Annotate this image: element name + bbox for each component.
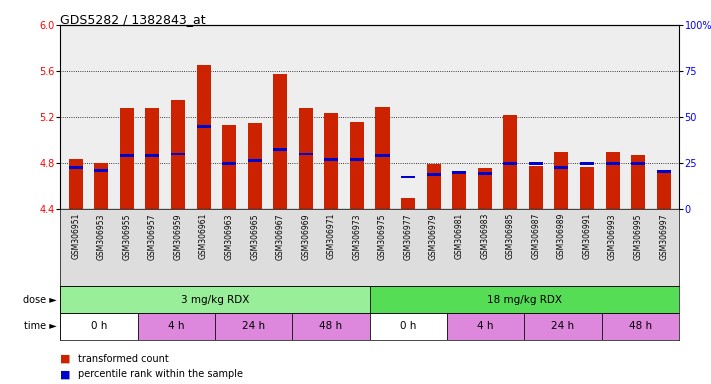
Bar [215,313,292,340]
Bar [375,154,390,157]
Text: GSM306955: GSM306955 [122,213,132,260]
Bar [171,152,185,156]
Bar [427,173,441,176]
Bar [222,125,236,209]
Bar [60,313,138,340]
Bar [95,163,108,209]
Text: 48 h: 48 h [319,321,343,331]
Bar [196,65,210,209]
Bar [370,286,679,313]
Text: 24 h: 24 h [552,321,574,331]
Bar [631,162,645,165]
Text: 0 h: 0 h [91,321,107,331]
Text: 0 h: 0 h [400,321,417,331]
Bar [478,168,492,209]
Bar [299,152,313,156]
Bar [273,74,287,209]
Text: GSM306973: GSM306973 [353,213,361,260]
Text: 4 h: 4 h [169,321,185,331]
Bar [452,174,466,209]
Bar [146,108,159,209]
Bar [69,159,82,209]
Text: GSM306969: GSM306969 [301,213,310,260]
Text: GSM306993: GSM306993 [608,213,617,260]
Bar [350,158,364,161]
Bar [146,154,159,157]
Text: GSM306965: GSM306965 [250,213,260,260]
Bar [447,313,524,340]
Bar [555,152,569,209]
Text: GSM306977: GSM306977 [404,213,412,260]
Bar [580,162,594,165]
Text: GSM306975: GSM306975 [378,213,387,260]
Text: time ►: time ► [24,321,57,331]
Bar [478,172,492,175]
Text: GSM306957: GSM306957 [148,213,157,260]
Text: GDS5282 / 1382843_at: GDS5282 / 1382843_at [60,13,206,26]
Bar [247,159,262,162]
Text: GSM306987: GSM306987 [531,213,540,260]
Text: GSM306985: GSM306985 [506,213,515,260]
Bar [555,166,569,169]
Bar [324,158,338,161]
Bar [529,166,543,209]
Bar [503,162,518,165]
Bar [171,100,185,209]
Text: GSM306971: GSM306971 [327,213,336,260]
Bar [247,123,262,209]
Text: GSM306961: GSM306961 [199,213,208,260]
Bar [370,313,447,340]
Text: percentile rank within the sample: percentile rank within the sample [78,369,243,379]
Bar [401,175,415,179]
Bar [95,169,108,172]
Bar [580,167,594,209]
Bar [120,154,134,157]
Text: 18 mg/kg RDX: 18 mg/kg RDX [487,295,562,305]
Text: GSM306981: GSM306981 [454,213,464,259]
Text: ■: ■ [60,369,71,379]
Text: GSM306997: GSM306997 [659,213,668,260]
Bar [606,152,619,209]
Text: GSM306991: GSM306991 [582,213,592,260]
Bar [631,155,645,209]
Text: GSM306983: GSM306983 [480,213,489,260]
Bar [529,162,543,165]
Text: 24 h: 24 h [242,321,265,331]
Bar [503,115,518,209]
Bar [401,198,415,209]
Bar [138,313,215,340]
Bar [69,166,82,169]
Bar [657,170,670,173]
Bar [606,162,619,165]
Bar [602,313,679,340]
Bar [324,113,338,209]
Text: GSM306953: GSM306953 [97,213,106,260]
Bar [375,107,390,209]
Text: GSM306963: GSM306963 [225,213,234,260]
Bar [196,125,210,128]
Bar [273,148,287,151]
Bar [657,171,670,209]
Text: GSM306951: GSM306951 [71,213,80,260]
Bar [452,171,466,174]
Text: ■: ■ [60,354,71,364]
Text: dose ►: dose ► [23,295,57,305]
Text: 4 h: 4 h [478,321,494,331]
Text: GSM306979: GSM306979 [429,213,438,260]
Bar [299,108,313,209]
Text: 3 mg/kg RDX: 3 mg/kg RDX [181,295,250,305]
Text: GSM306995: GSM306995 [634,213,643,260]
Text: GSM306989: GSM306989 [557,213,566,260]
Bar [292,313,370,340]
Bar [350,122,364,209]
Bar [427,164,441,209]
Text: transformed count: transformed count [78,354,169,364]
Text: GSM306959: GSM306959 [173,213,183,260]
Bar [60,286,370,313]
Bar [120,108,134,209]
Text: GSM306967: GSM306967 [276,213,285,260]
Bar [222,162,236,165]
Text: 48 h: 48 h [629,321,652,331]
Bar [524,313,602,340]
